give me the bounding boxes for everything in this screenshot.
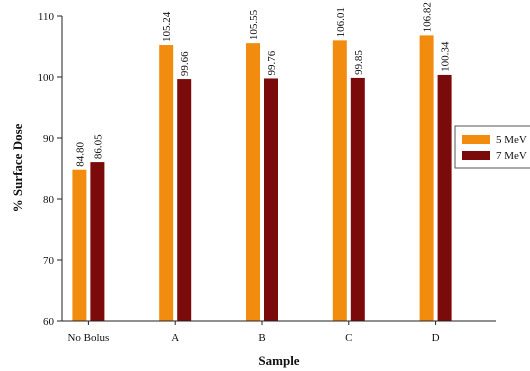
bar <box>437 74 452 322</box>
data-label: 99.76 <box>266 50 278 75</box>
x-tick-label: D <box>432 332 440 344</box>
y-tick-label: 90 <box>43 133 55 145</box>
bar <box>72 169 87 321</box>
bar <box>264 78 278 322</box>
x-tick-label: C <box>345 332 352 344</box>
bar <box>332 40 347 322</box>
data-label: 106.01 <box>335 7 347 37</box>
data-label: 84.80 <box>74 141 86 166</box>
y-axis-title: % Surface Dose <box>10 123 25 212</box>
x-axis-title: Sample <box>258 353 299 368</box>
legend-swatch-5mev <box>462 135 490 144</box>
legend-swatch-7mev <box>462 151 490 160</box>
legend-box <box>454 125 530 169</box>
legend: 5 MeV 7 MeV <box>454 125 530 169</box>
y-tick-label: 100 <box>38 72 55 84</box>
y-tick-label: 60 <box>43 316 55 328</box>
data-label: 99.66 <box>179 51 191 76</box>
y-tick-label: 110 <box>38 11 55 23</box>
bar <box>350 77 365 321</box>
data-label: 105.55 <box>248 9 260 40</box>
legend-label-7mev: 7 MeV <box>496 150 527 162</box>
data-label: 99.85 <box>353 50 365 75</box>
y-tick-label: 80 <box>43 194 55 206</box>
x-tick-label: A <box>171 332 179 344</box>
bar <box>159 45 174 321</box>
bar <box>419 35 434 321</box>
bar <box>246 43 260 322</box>
legend-label-5mev: 5 MeV <box>496 134 527 146</box>
x-tick-label: No Bolus <box>67 332 109 344</box>
plot-area: 60 70 80 90 100 110 84.80 86.05 No Bolus 105.24 99… <box>38 2 452 344</box>
data-label: 105.24 <box>161 11 173 42</box>
data-label: 86.05 <box>92 134 104 159</box>
x-tick-label: B <box>258 332 265 344</box>
bar <box>90 162 105 321</box>
data-label: 100.34 <box>440 41 452 72</box>
data-label: 106.82 <box>422 2 434 32</box>
bar <box>177 79 192 321</box>
y-tick-label: 70 <box>43 255 55 267</box>
